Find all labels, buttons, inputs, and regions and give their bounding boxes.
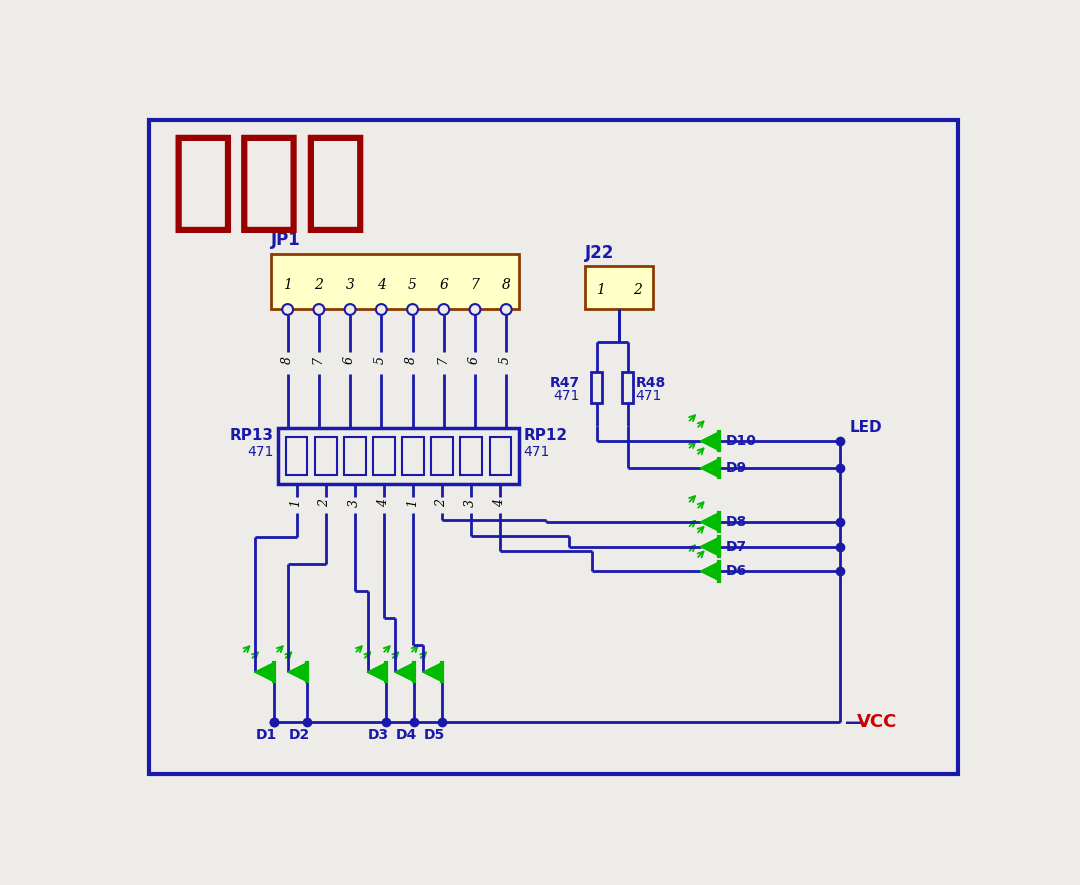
Bar — [345, 436, 366, 475]
Text: 2: 2 — [633, 283, 642, 297]
Text: 2: 2 — [314, 278, 323, 292]
Text: D10: D10 — [726, 435, 756, 448]
Polygon shape — [255, 663, 273, 681]
Polygon shape — [701, 562, 719, 581]
Text: 8: 8 — [502, 278, 511, 292]
Text: D2: D2 — [288, 728, 310, 743]
Circle shape — [501, 304, 512, 315]
Text: 6: 6 — [342, 356, 355, 364]
Text: 8: 8 — [405, 356, 418, 364]
Circle shape — [438, 304, 449, 315]
Text: JP1: JP1 — [271, 231, 300, 250]
Text: 4: 4 — [377, 278, 386, 292]
Text: 1: 1 — [406, 499, 419, 507]
Polygon shape — [701, 432, 719, 450]
Bar — [460, 436, 482, 475]
Text: RP12: RP12 — [524, 428, 567, 443]
Text: 4: 4 — [377, 499, 390, 507]
Text: RP13: RP13 — [230, 428, 273, 443]
Text: 7: 7 — [471, 278, 480, 292]
Bar — [271, 254, 518, 310]
Polygon shape — [367, 663, 387, 681]
Text: LED: LED — [850, 420, 882, 435]
Bar — [315, 436, 337, 475]
Text: 7: 7 — [436, 356, 449, 364]
Text: R48: R48 — [636, 376, 666, 390]
Polygon shape — [288, 663, 307, 681]
Text: 471: 471 — [636, 389, 662, 403]
Polygon shape — [701, 458, 719, 477]
Text: 8: 8 — [281, 356, 294, 364]
Bar — [402, 436, 424, 475]
Text: D5: D5 — [423, 728, 445, 743]
Circle shape — [313, 304, 324, 315]
Bar — [584, 266, 652, 310]
Text: D8: D8 — [726, 515, 746, 529]
Text: VCC: VCC — [858, 713, 897, 731]
Text: 5: 5 — [374, 356, 387, 364]
Bar — [431, 436, 453, 475]
Text: —: — — [845, 712, 864, 732]
Text: J22: J22 — [584, 243, 613, 262]
Circle shape — [282, 304, 293, 315]
Text: 471: 471 — [553, 389, 580, 403]
Text: 5: 5 — [408, 278, 417, 292]
Text: D9: D9 — [726, 461, 746, 475]
Text: 1: 1 — [289, 499, 302, 507]
Text: 3: 3 — [348, 499, 361, 507]
Text: 7: 7 — [312, 356, 325, 364]
Text: 3: 3 — [346, 278, 354, 292]
Bar — [622, 372, 633, 403]
Bar — [279, 428, 518, 483]
Text: 1: 1 — [283, 278, 292, 292]
Polygon shape — [423, 663, 442, 681]
Text: D1: D1 — [255, 728, 276, 743]
Text: 2: 2 — [435, 499, 448, 507]
Circle shape — [470, 304, 481, 315]
Polygon shape — [701, 512, 719, 531]
Text: 6: 6 — [440, 278, 448, 292]
Text: 3: 3 — [464, 499, 477, 507]
Text: D4: D4 — [395, 728, 417, 743]
Circle shape — [345, 304, 355, 315]
Text: 2: 2 — [319, 499, 332, 507]
Text: D3: D3 — [368, 728, 389, 743]
Text: 471: 471 — [247, 445, 273, 459]
Text: 交通灯: 交通灯 — [170, 129, 369, 236]
Bar — [592, 372, 603, 403]
Bar — [489, 436, 511, 475]
Text: R47: R47 — [550, 376, 580, 390]
Text: D7: D7 — [726, 540, 746, 554]
Polygon shape — [395, 663, 414, 681]
Bar — [286, 436, 308, 475]
Text: 471: 471 — [524, 445, 550, 459]
Text: 1: 1 — [595, 283, 605, 297]
Text: D6: D6 — [726, 565, 746, 578]
Text: 5: 5 — [499, 356, 512, 364]
Bar — [373, 436, 395, 475]
Text: 4: 4 — [494, 499, 507, 507]
Circle shape — [407, 304, 418, 315]
Polygon shape — [701, 537, 719, 556]
Circle shape — [376, 304, 387, 315]
Text: 6: 6 — [468, 356, 481, 364]
